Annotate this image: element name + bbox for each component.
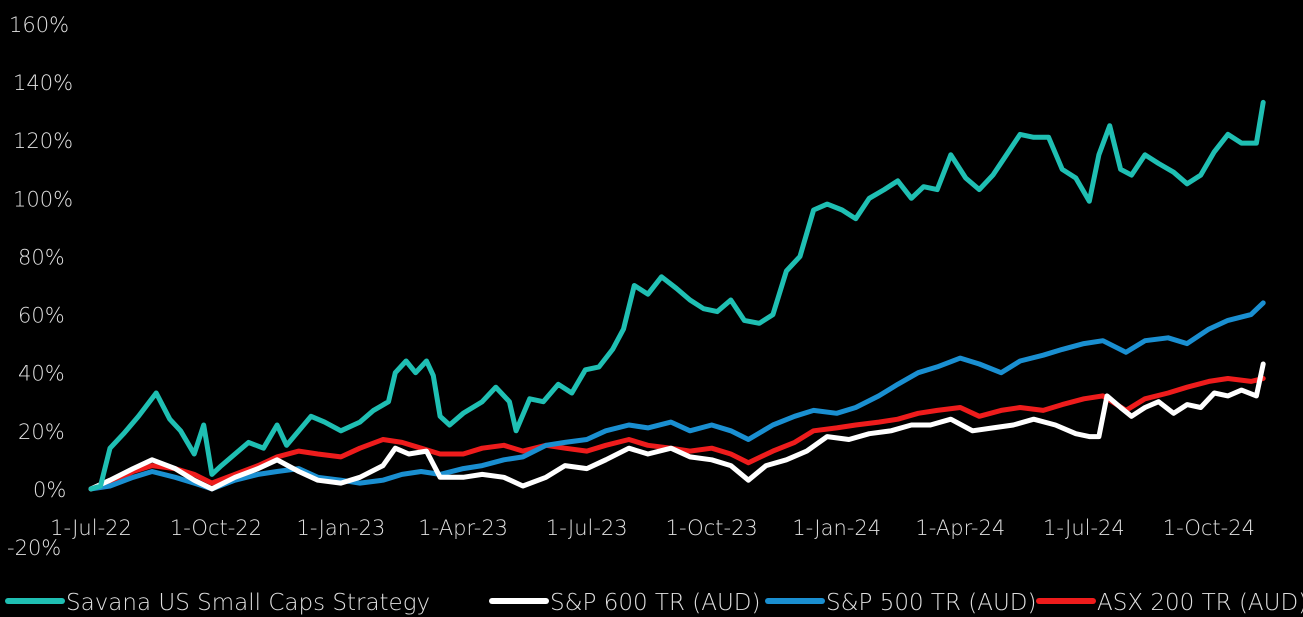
y-tick-label: 0% [33,478,66,502]
x-tick-label: 1-Jul-24 [1043,516,1125,540]
x-tick-label: 1-Apr-23 [418,516,508,540]
x-tick-label: 1-Oct-24 [1163,516,1255,540]
y-tick-label: 80% [18,245,65,269]
y-tick-label: 140% [13,71,73,95]
legend: Savana US Small Caps Strategy S&P 600 TR … [5,590,1303,616]
y-tick-label: 160% [9,13,69,37]
y-tick-label: 100% [13,187,73,211]
legend-item: S&P 500 TR (AUD) [765,590,1037,616]
x-tick-label: 1-Jul-22 [50,516,132,540]
series-line-1 [88,361,1266,492]
x-tick-label: 1-Jan-24 [792,516,881,540]
legend-label: S&P 500 TR (AUD) [826,590,1037,616]
series-line-0 [88,99,1266,492]
series-line-3 [88,376,1266,492]
legend-label: ASX 200 TR (AUD) [1097,590,1303,616]
x-tick-label: 1-Oct-22 [170,516,262,540]
y-tick-label: -20% [7,536,61,560]
y-tick-label: 40% [18,362,65,386]
x-tick-label: 1-Apr-24 [915,516,1005,540]
x-tick-label: 1-Jul-23 [546,516,628,540]
legend-item: Savana US Small Caps Strategy [5,590,430,616]
x-tick-label: 1-Oct-23 [666,516,758,540]
y-axis: 160% 140% 120% 100% 80% 60% 40% 20% 0% -20% [7,13,73,560]
plot-area [88,99,1266,492]
legend-label: S&P 600 TR (AUD) [550,590,761,616]
legend-item: S&P 600 TR (AUD) [489,590,761,616]
y-tick-label: 120% [13,129,73,153]
legend-item: ASX 200 TR (AUD) [1036,590,1303,616]
legend-label: Savana US Small Caps Strategy [66,590,430,616]
x-tick-label: 1-Jan-23 [297,516,386,540]
y-tick-label: 20% [18,420,65,444]
x-axis: 1-Jul-22 1-Oct-22 1-Jan-23 1-Apr-23 1-Jul-23… [50,516,1255,540]
y-tick-label: 60% [18,304,65,328]
series-line-2 [88,300,1266,492]
